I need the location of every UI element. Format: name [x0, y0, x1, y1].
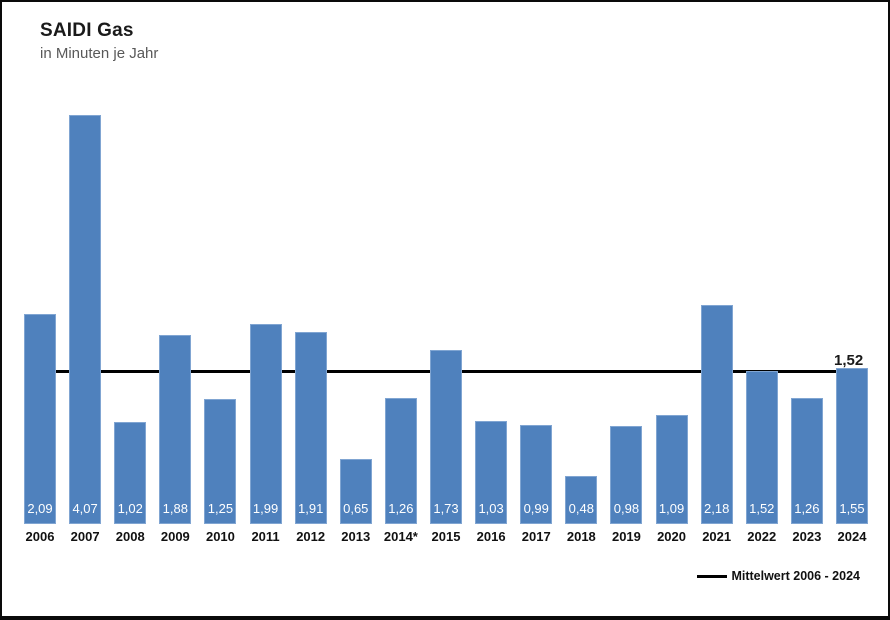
x-axis: 2006 2007 2008 2009 2010 2011 2012 2013 2014* 201…: [22, 529, 870, 547]
bar-2019: 0,98: [610, 425, 643, 524]
x-tick-label: 2019: [611, 529, 641, 544]
bar-2013: 0,65: [339, 458, 372, 524]
bar-2007: 4,07: [69, 115, 102, 524]
bar-value-label: 2,09: [27, 501, 53, 516]
bar-value-label: 4,07: [72, 501, 98, 516]
bar-value-label: 0,48: [568, 501, 594, 516]
x-tick-label: 2017: [521, 529, 551, 544]
bar-value-label: 1,25: [207, 501, 234, 516]
bar-value-label: 0,98: [613, 501, 640, 516]
bar-2006: 2,09: [24, 314, 56, 524]
bar-value-label: 0,99: [523, 501, 549, 516]
bar-value-label: 1,52: [749, 501, 775, 516]
x-tick-label: 2023: [792, 529, 822, 544]
bar-2010: 1,25: [204, 398, 237, 524]
x-tick-label: 2016: [476, 529, 506, 544]
x-tick-label: 2022: [747, 529, 777, 544]
x-tick-label: 2012: [296, 529, 326, 544]
x-tick-label: 2013: [341, 529, 371, 544]
x-tick-label: 2014*: [383, 529, 418, 544]
bar-value-label: 1,55: [839, 501, 865, 516]
bar-value-label: 1,91: [298, 501, 324, 516]
bar-2016: 1,03: [475, 420, 508, 524]
legend: Mittelwert 2006 - 2024: [697, 568, 860, 584]
bar-2021: 2,18: [700, 305, 733, 524]
bar-2017: 0,99: [520, 424, 553, 524]
bar-2020: 1,09: [655, 414, 688, 524]
bar-value-label: 0,65: [343, 501, 369, 516]
bar-value-label: 1,09: [658, 501, 685, 516]
bar-2014: 1,26: [384, 397, 417, 524]
bar-2011: 1,99: [249, 324, 282, 524]
bar-value-label: 1,03: [478, 501, 504, 516]
bar-2018: 0,48: [565, 475, 598, 524]
mean-line-legend-label: Mittelwert 2006 - 2024: [731, 569, 860, 583]
x-tick-label: 2020: [657, 529, 686, 544]
bar-2009: 1,88: [159, 335, 192, 524]
bar-2023: 1,26: [790, 397, 823, 524]
x-tick-label: 2009: [160, 529, 190, 544]
x-tick-label: 2018: [566, 529, 596, 544]
bar-2008: 1,02: [114, 421, 147, 524]
bar-value-label: 1,26: [388, 501, 414, 516]
bar-value-label: 1,73: [433, 501, 459, 516]
bar-value-label: 1,99: [252, 501, 279, 516]
bar-value-label: 1,02: [117, 501, 143, 516]
bar-value-label: 2,18: [704, 501, 730, 516]
x-tick-label: 2015: [431, 529, 461, 544]
chart-area: 1,52 2,09 4,07 1,02 1,88 1,25 1,99 1,91 0,65 1,2…: [22, 92, 870, 524]
x-tick-label: 2007: [70, 529, 100, 544]
chart-title: SAIDI Gas: [40, 20, 134, 41]
bar-2012: 1,91: [294, 332, 327, 524]
bar-value-label: 1,26: [794, 501, 820, 516]
x-tick-label: 2024: [837, 529, 867, 544]
bar-value-label: 1,88: [162, 501, 188, 516]
chart-header: SAIDI Gas in Minuten je Jahr: [40, 20, 158, 62]
bar-2015: 1,73: [430, 350, 462, 524]
x-tick-label: 2010: [205, 529, 235, 544]
bar-2024: 1,55: [836, 368, 868, 524]
mean-line-label: 1,52: [834, 352, 864, 370]
x-tick-label: 2008: [115, 529, 145, 544]
x-tick-label: 2006: [25, 529, 55, 544]
chart-subtitle: in Minuten je Jahr: [40, 44, 159, 62]
mean-line-legend-swatch: [697, 574, 728, 578]
bar-2022: 1,52: [745, 371, 778, 524]
x-tick-label: 2011: [251, 529, 280, 544]
x-tick-label: 2021: [702, 529, 732, 544]
